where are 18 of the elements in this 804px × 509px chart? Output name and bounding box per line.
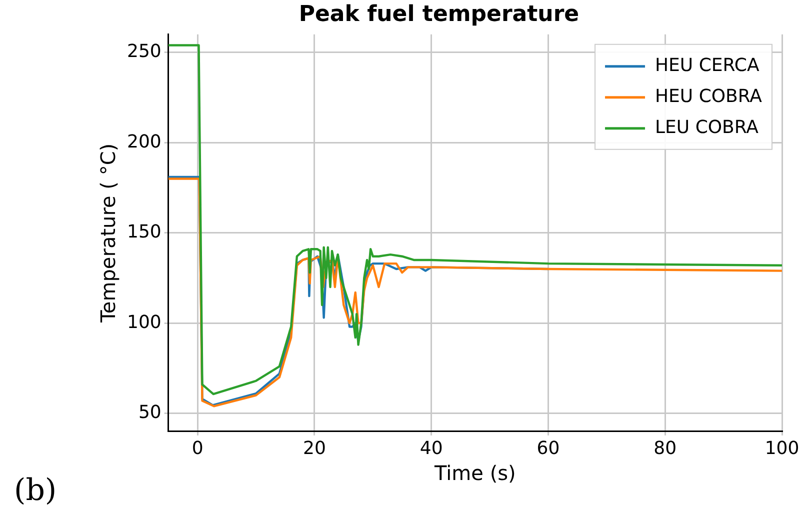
chart-title: Peak fuel temperature [298, 2, 580, 27]
legend-label: HEU CERCA [655, 55, 760, 76]
text: (b) [14, 472, 57, 508]
y-tick-label: 50 [138, 402, 162, 424]
x-tick-label: 0 [192, 438, 204, 459]
y-tick-label: 250 [126, 41, 162, 62]
x-tick-label: 40 [420, 438, 443, 459]
legend-label: LEU COBRA [655, 117, 760, 138]
x-tick-label: 60 [536, 438, 560, 459]
y-axis-title: Temperature ( °C) [96, 143, 120, 324]
y-tick-label: 100 [126, 312, 162, 333]
y-tick-label: 200 [126, 131, 162, 152]
y-tick-label: 150 [126, 222, 162, 243]
x-tick-label: 100 [764, 438, 800, 459]
x-tick-label: 80 [654, 438, 677, 459]
legend-label: HEU COBRA [655, 86, 763, 108]
x-tick-label: 20 [303, 438, 326, 459]
x-axis-title: Time (s) [434, 461, 516, 486]
